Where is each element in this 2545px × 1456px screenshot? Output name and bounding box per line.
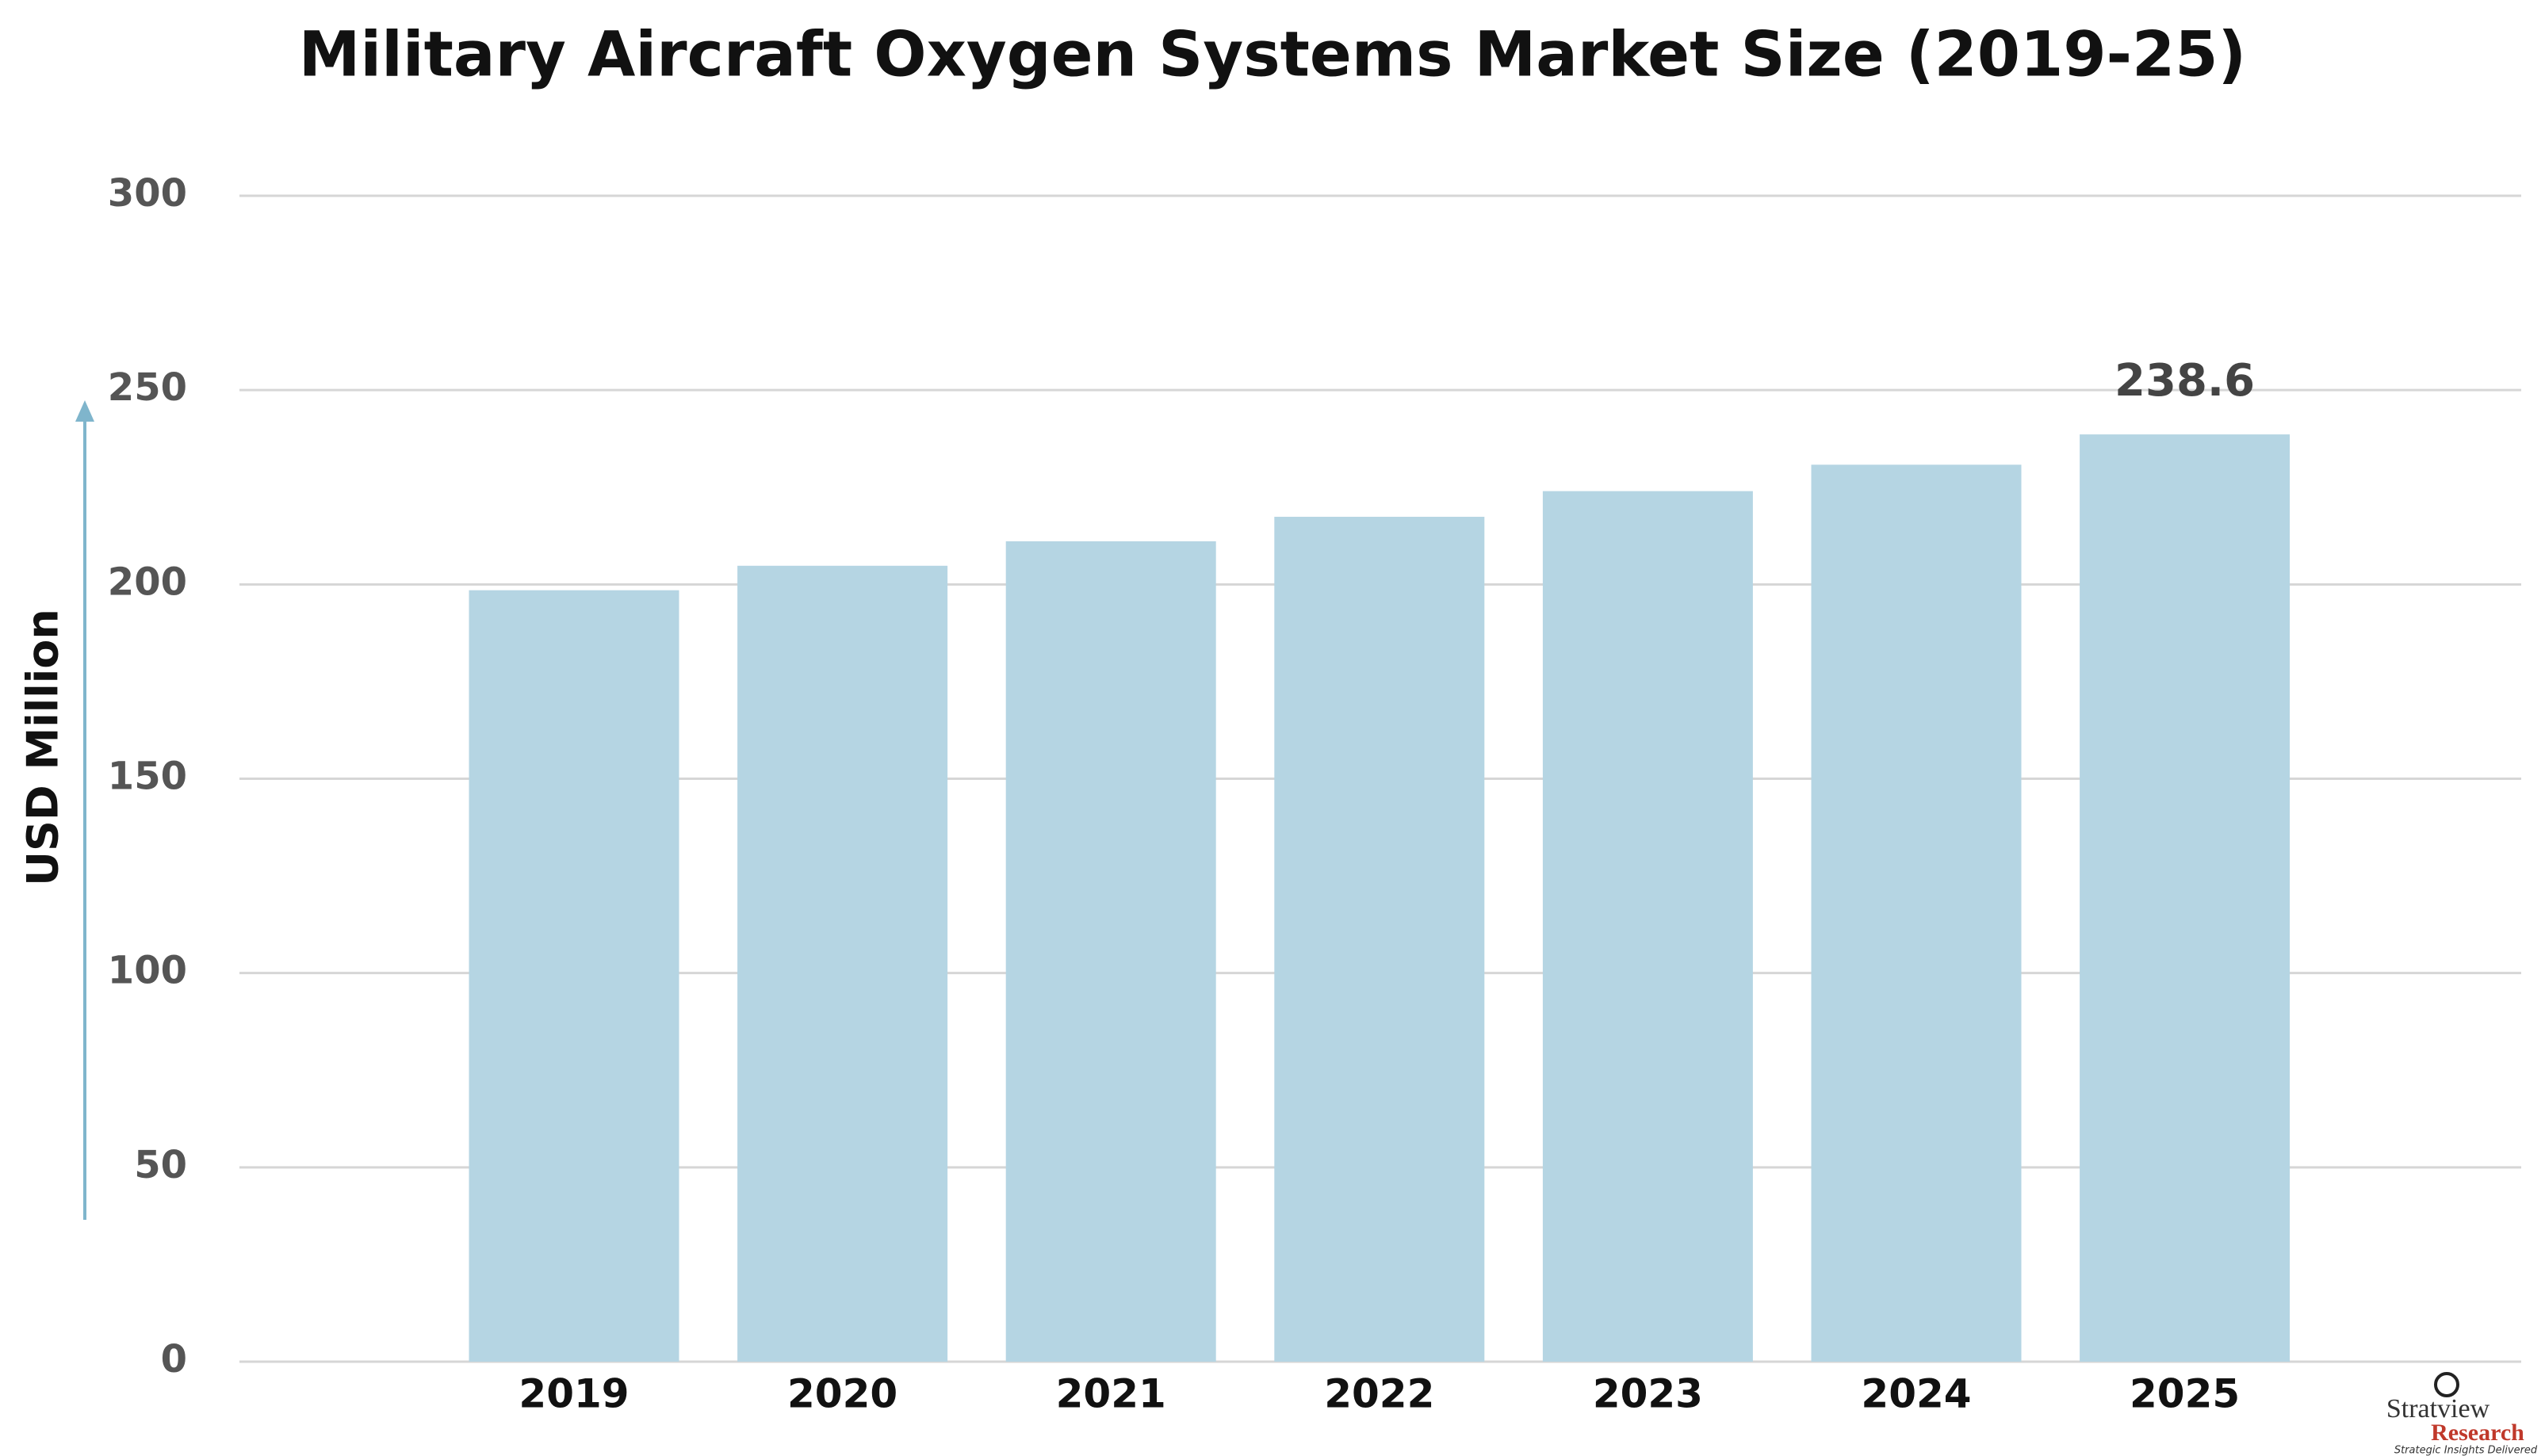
axis-arrow-head — [75, 400, 94, 422]
bar — [469, 590, 679, 1362]
x-tick-label: 2019 — [519, 1371, 629, 1417]
bar — [1274, 517, 1485, 1362]
bar — [737, 565, 948, 1362]
chart-title: Military Aircraft Oxygen Systems Market … — [299, 19, 2246, 90]
y-tick-label: 300 — [108, 171, 187, 216]
y-tick-label: 150 — [108, 755, 187, 799]
logo-name: Stratview — [2386, 1394, 2490, 1424]
y-tick-label: 100 — [108, 949, 187, 993]
y-tick-label: 250 — [108, 365, 187, 410]
x-tick-label: 2020 — [787, 1371, 897, 1417]
x-tick-label: 2023 — [1593, 1371, 1703, 1417]
x-tick-label: 2025 — [2130, 1371, 2240, 1417]
logo: Stratview Research Strategic Insights De… — [2386, 1372, 2538, 1456]
x-tick-label: 2024 — [1861, 1371, 1971, 1417]
logo-sub: Research — [2431, 1420, 2524, 1446]
x-tick-label: 2022 — [1324, 1371, 1434, 1417]
x-tick-label: 2021 — [1056, 1371, 1166, 1417]
y-tick-label: 200 — [108, 560, 187, 604]
bar — [2080, 434, 2290, 1362]
logo-icon — [2434, 1372, 2459, 1397]
bar — [1542, 491, 1753, 1362]
bar — [1811, 464, 2022, 1362]
y-tick-label: 50 — [134, 1143, 187, 1187]
bar — [1005, 541, 1216, 1362]
value-label: 238.6 — [2114, 355, 2255, 407]
y-tick-label: 0 — [161, 1337, 187, 1381]
y-axis-label: USD Million — [18, 609, 68, 886]
logo-tagline: Strategic Insights Delivered — [2394, 1445, 2538, 1456]
